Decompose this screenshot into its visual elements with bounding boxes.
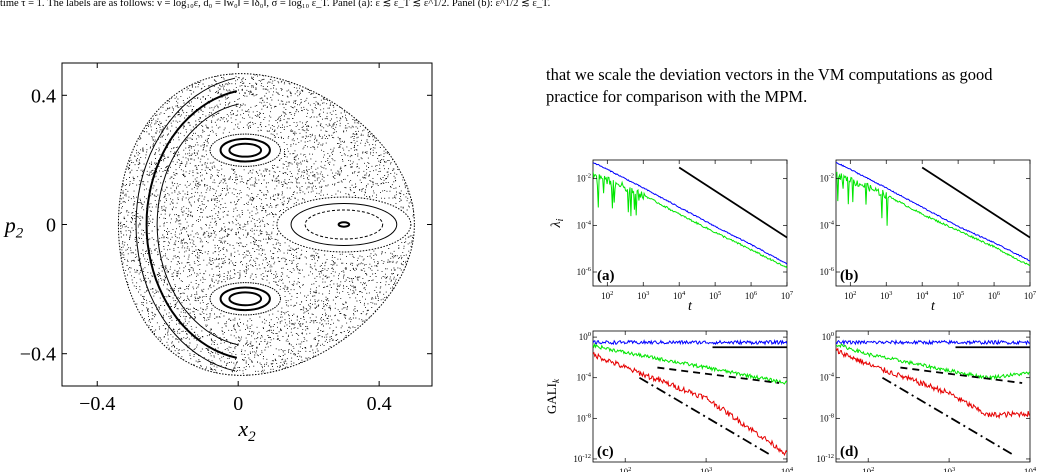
y-axis-label: λi [549,218,566,228]
x-tick-label: 102 [619,466,631,472]
x-tick-label: 0 [233,393,243,415]
upper-lower-island-1-a [209,282,281,316]
x-axis-label: x2 [237,416,256,445]
x-tick-label: 102 [862,466,874,472]
crescent-arc-2 [156,103,239,346]
x-tick-label: 105 [709,290,721,301]
x-tick-label: 105 [952,290,964,301]
y-tick-label: 10-4 [577,219,592,230]
x-tick-label: 103 [943,466,955,472]
plot-area [836,161,1030,267]
y-tick-label: 10-12 [816,453,834,464]
series-red-line [836,347,1030,420]
plot-frame [835,159,1031,287]
outer-torus-curve [117,73,415,376]
reference-line-dashed [657,366,780,384]
plot-frame [592,159,788,287]
x-tick-label: −0.4 [79,393,115,415]
panel-a [592,159,788,287]
central-island-outer [276,196,412,253]
x-tick-label: 103 [700,466,712,472]
reference-line-dash-dot [881,376,1013,455]
x-tick-label: 107 [781,290,794,301]
x-tick-label: 106 [745,290,758,301]
y-tick-label: −0.4 [20,344,56,366]
panel-label: (c) [597,444,614,460]
reference-line-dash-dot [638,376,770,455]
series-blue-line [593,338,787,346]
upper-lower-island-0-a [209,133,281,167]
x-tick-label: 104 [781,466,794,472]
y-axis-label: GALIk [544,378,561,414]
crescent-arc-0 [135,77,236,372]
upper-lower-island-1-b [219,286,271,312]
panel-label: (a) [597,268,615,284]
y-tick-label: 100 [579,331,591,342]
x-tick-label: 102 [844,290,856,301]
series-green-line [836,171,1030,267]
y-tick-label: 10-12 [573,453,591,464]
series-blue-line [836,161,1030,262]
plot-frame [835,330,1031,463]
x-tick-label: 104 [673,290,686,301]
upper-lower-island-0-b [219,137,271,163]
series-green-line [593,171,787,269]
y-tick-label: 100 [822,331,834,342]
central-island-mid [290,203,398,246]
reference-line-dashed [900,366,1023,384]
reference-line-solid [678,166,787,239]
plot-area [593,338,787,457]
y-tick-label: 10-2 [577,173,591,184]
y-tick-label: 10-4 [577,372,592,383]
crescent-arc-1 [145,90,238,359]
panel-d [835,330,1031,463]
y-tick-label: 10-4 [820,372,835,383]
plot-area [836,339,1030,455]
y-tick-label: 10-8 [820,412,834,423]
figure-caption: time τ = 1. The labels are as follows: ν… [0,0,551,9]
upper-lower-island-0-c [228,142,263,158]
series-blue-line [836,339,1030,347]
x-tick-label: 104 [1024,466,1037,472]
series-green-line [593,342,787,385]
x-tick-label: 104 [916,290,929,301]
y-tick-label: 0 [46,215,56,237]
y-tick-label: 0.4 [31,85,56,107]
x-tick-label: 103 [637,290,649,301]
plot-area [593,162,787,269]
panel-c [592,330,788,463]
x-axis-label: t [931,299,936,314]
y-axis-label: p2 [3,213,24,242]
chaotic-sea-points [118,73,414,376]
series-blue-line [593,162,787,265]
panel-label: (d) [840,444,858,460]
upper-lower-island-1-c [228,291,263,307]
y-tick-label: 10-4 [820,219,835,230]
y-tick-label: 10-6 [577,266,592,277]
body-paragraph: that we scale the deviation vectors in t… [546,65,993,106]
poincare-plot [61,62,433,387]
central-island-core [337,221,351,228]
panel-b [835,159,1031,287]
x-axis-label: t [688,299,693,314]
x-tick-label: 107 [1024,290,1037,301]
x-tick-label: 106 [988,290,1001,301]
y-tick-label: 10-2 [820,173,834,184]
reference-line-solid [921,166,1030,239]
series-red-line [593,351,787,457]
x-tick-label: 103 [880,290,892,301]
x-tick-label: 0.4 [367,393,392,415]
panel-label: (b) [840,268,858,284]
series-green-line [836,343,1030,381]
y-tick-label: 10-6 [820,266,835,277]
x-tick-label: 102 [601,290,613,301]
y-tick-label: 10-8 [577,412,591,423]
central-island-inner [304,209,384,240]
